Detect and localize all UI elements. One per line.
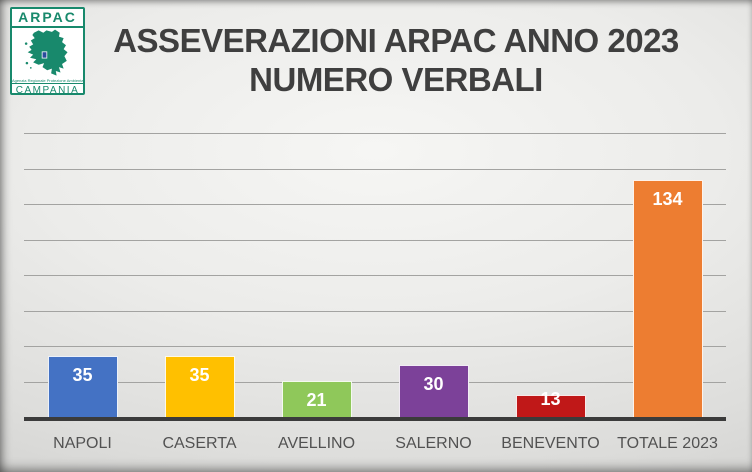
logo-region-text: CAMPANIA	[12, 83, 83, 93]
gridline	[24, 239, 726, 241]
bar-value-label: 21	[306, 389, 327, 410]
x-axis-baseline	[24, 417, 726, 421]
bar-slot: 13	[492, 134, 609, 418]
category-label: SALERNO	[395, 435, 472, 452]
gridline	[24, 381, 726, 383]
bar-value-label: 35	[189, 364, 210, 385]
bar-caserta: 35	[164, 355, 235, 418]
bar-totale-2023: 134	[632, 180, 703, 418]
bar-napoli: 35	[47, 355, 118, 418]
category-label: TOTALE 2023	[617, 435, 718, 452]
category-axis: NAPOLI CASERTA AVELLINO SALERNO BENEVENTO TOT…	[24, 429, 726, 453]
gridline	[24, 275, 726, 276]
bar-slot: 35	[141, 134, 258, 418]
bar-salerno: 30	[398, 364, 469, 418]
logo-arpac-text: ARPAC	[12, 9, 83, 28]
bar-avellino: 21	[281, 380, 352, 418]
campania-map-icon	[12, 28, 83, 78]
bar-slot: 35	[24, 134, 141, 418]
chart-title: ASSEVERAZIONI ARPAC ANNO 2023 NUMERO VER…	[60, 21, 732, 99]
bar-benevento: 13	[515, 390, 586, 418]
chart-title-line1: ASSEVERAZIONI ARPAC ANNO 2023	[113, 22, 679, 59]
category-label: BENEVENTO	[501, 435, 600, 452]
gridline	[24, 204, 726, 205]
category-label: AVELLINO	[277, 435, 356, 452]
gridlines-layer	[24, 133, 726, 418]
category-label: NAPOLI	[53, 435, 112, 452]
gridline	[24, 133, 726, 134]
bar-value-label: 134	[652, 189, 683, 210]
category-label: CASERTA	[162, 435, 237, 452]
bar-value-label: 30	[423, 373, 444, 394]
bars-layer: 35 35 21 30 13 134	[24, 134, 726, 418]
logo-agency-text: Agenzia Regionale Protezione Ambientale	[12, 78, 83, 83]
bar-value-label: 13	[540, 388, 561, 409]
bar-value-label: 35	[72, 364, 93, 385]
arpac-logo: ARPAC Agenzia Regionale Protezione Ambie…	[10, 7, 85, 95]
plot-area: 35 35 21 30 13 134	[24, 133, 726, 421]
chart-title-line2: NUMERO VERBALI	[249, 61, 543, 98]
bar-slot: 30	[375, 134, 492, 418]
bar-slot: 134	[609, 134, 726, 418]
bar-slot: 21	[258, 134, 375, 418]
gridline	[24, 168, 726, 170]
gridline	[24, 310, 726, 312]
gridline	[24, 346, 726, 347]
